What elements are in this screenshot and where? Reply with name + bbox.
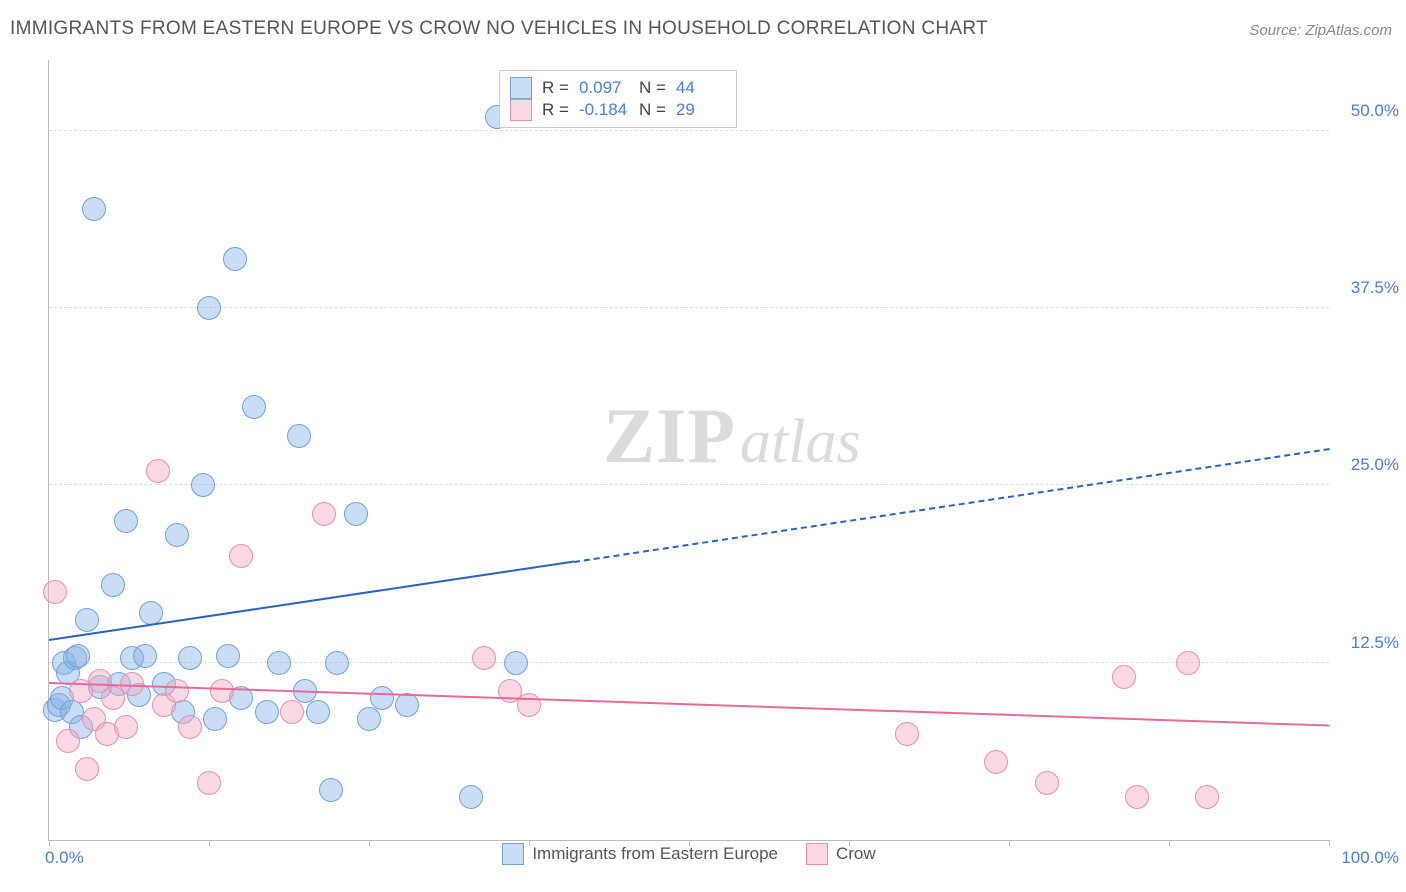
data-point-crow bbox=[56, 729, 80, 753]
legend-swatch bbox=[510, 77, 532, 99]
data-point-eastern_europe bbox=[203, 707, 227, 731]
legend-n-label: N = bbox=[639, 99, 666, 121]
legend-r-label: R = bbox=[542, 99, 569, 121]
data-point-eastern_europe bbox=[242, 395, 266, 419]
legend-n-label: N = bbox=[639, 77, 666, 99]
data-point-eastern_europe bbox=[165, 523, 189, 547]
data-point-eastern_europe bbox=[82, 197, 106, 221]
chart-container: No Vehicles in Household 12.5%25.0%37.5%… bbox=[0, 50, 1406, 892]
legend-swatch bbox=[510, 99, 532, 121]
legend-swatch bbox=[502, 843, 524, 865]
data-point-crow bbox=[984, 750, 1008, 774]
legend-stats: R = 0.097 N = 44R = -0.184 N = 29 bbox=[499, 70, 737, 128]
data-point-eastern_europe bbox=[216, 644, 240, 668]
legend-stats-row: R = -0.184 N = 29 bbox=[510, 99, 726, 121]
source-attribution: Source: ZipAtlas.com bbox=[1249, 22, 1392, 39]
data-point-crow bbox=[472, 646, 496, 670]
legend-item: Immigrants from Eastern Europe bbox=[502, 843, 778, 865]
data-point-eastern_europe bbox=[133, 644, 157, 668]
source-name: ZipAtlas.com bbox=[1305, 22, 1392, 39]
source-prefix: Source: bbox=[1249, 22, 1305, 39]
legend-series-name: Crow bbox=[836, 844, 876, 864]
data-point-crow bbox=[114, 715, 138, 739]
gridline bbox=[49, 662, 1329, 663]
plot-area: 12.5%25.0%37.5%50.0%0.0%100.0%ZIPatlasR … bbox=[48, 60, 1329, 841]
legend-swatch bbox=[806, 843, 828, 865]
data-point-eastern_europe bbox=[197, 296, 221, 320]
legend-series-name: Immigrants from Eastern Europe bbox=[532, 844, 778, 864]
legend-r-value: -0.184 bbox=[579, 99, 629, 121]
data-point-crow bbox=[1176, 651, 1200, 675]
data-point-eastern_europe bbox=[255, 700, 279, 724]
data-point-crow bbox=[43, 580, 67, 604]
data-point-eastern_europe bbox=[504, 651, 528, 675]
y-tick-label: 50.0% bbox=[1351, 101, 1399, 121]
data-point-crow bbox=[1035, 771, 1059, 795]
data-point-crow bbox=[75, 757, 99, 781]
legend-stats-row: R = 0.097 N = 44 bbox=[510, 77, 726, 99]
data-point-eastern_europe bbox=[357, 707, 381, 731]
data-point-crow bbox=[312, 502, 336, 526]
data-point-eastern_europe bbox=[325, 651, 349, 675]
y-tick-label: 37.5% bbox=[1351, 278, 1399, 298]
data-point-crow bbox=[1195, 785, 1219, 809]
data-point-eastern_europe bbox=[395, 693, 419, 717]
data-point-eastern_europe bbox=[75, 608, 99, 632]
y-tick-label: 12.5% bbox=[1351, 633, 1399, 653]
data-point-crow bbox=[1112, 665, 1136, 689]
legend-r-value: 0.097 bbox=[579, 77, 629, 99]
data-point-eastern_europe bbox=[178, 646, 202, 670]
x-tick bbox=[1329, 840, 1330, 846]
gridline bbox=[49, 130, 1329, 131]
legend-n-value: 29 bbox=[676, 99, 726, 121]
data-point-eastern_europe bbox=[267, 651, 291, 675]
data-point-eastern_europe bbox=[101, 573, 125, 597]
watermark: ZIPatlas bbox=[603, 391, 861, 481]
data-point-crow bbox=[895, 722, 919, 746]
gridline bbox=[49, 484, 1329, 485]
legend-item: Crow bbox=[806, 843, 876, 865]
data-point-eastern_europe bbox=[344, 502, 368, 526]
legend-series: Immigrants from Eastern Europe Crow bbox=[49, 843, 1329, 870]
legend-r-label: R = bbox=[542, 77, 569, 99]
gridline bbox=[49, 307, 1329, 308]
data-point-eastern_europe bbox=[287, 424, 311, 448]
data-point-crow bbox=[280, 700, 304, 724]
data-point-eastern_europe bbox=[223, 247, 247, 271]
chart-title: IMMIGRANTS FROM EASTERN EUROPE VS CROW N… bbox=[10, 18, 988, 40]
data-point-crow bbox=[1125, 785, 1149, 809]
x-max-label: 100.0% bbox=[1341, 848, 1399, 868]
data-point-crow bbox=[165, 679, 189, 703]
data-point-eastern_europe bbox=[306, 700, 330, 724]
data-point-crow bbox=[229, 544, 253, 568]
legend-n-value: 44 bbox=[676, 77, 726, 99]
data-point-eastern_europe bbox=[191, 473, 215, 497]
data-point-eastern_europe bbox=[370, 686, 394, 710]
data-point-eastern_europe bbox=[114, 509, 138, 533]
data-point-eastern_europe bbox=[319, 778, 343, 802]
data-point-crow bbox=[146, 459, 170, 483]
y-tick-label: 25.0% bbox=[1351, 455, 1399, 475]
data-point-crow bbox=[197, 771, 221, 795]
data-point-crow bbox=[210, 679, 234, 703]
data-point-eastern_europe bbox=[459, 785, 483, 809]
trend-line bbox=[574, 448, 1329, 563]
trend-line bbox=[49, 561, 574, 641]
data-point-crow bbox=[178, 715, 202, 739]
data-point-eastern_europe bbox=[66, 644, 90, 668]
